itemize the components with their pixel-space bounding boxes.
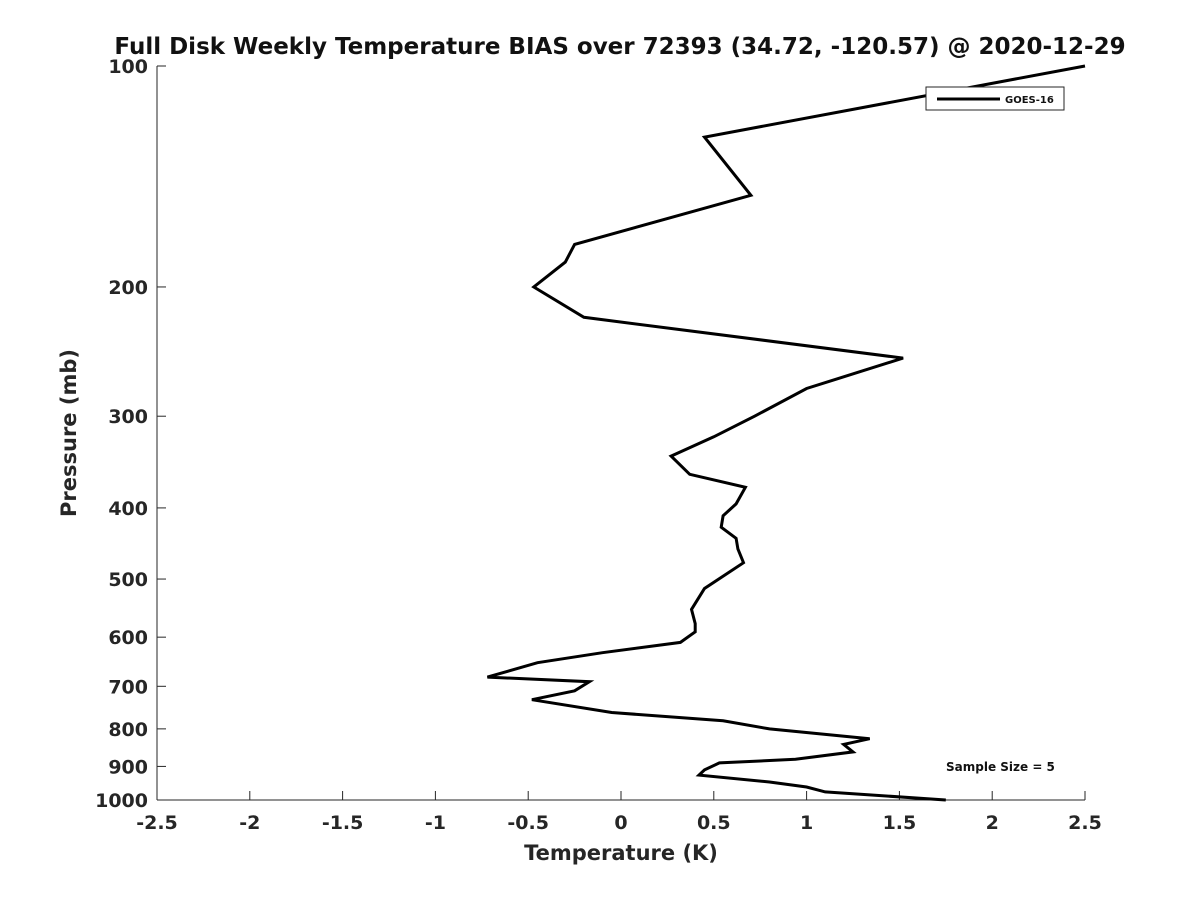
x-tick-label: 2.5 bbox=[1068, 812, 1102, 834]
x-tick-label: -0.5 bbox=[507, 812, 549, 834]
x-tick-label: 1 bbox=[800, 812, 813, 834]
legend: GOES-16 bbox=[925, 86, 1065, 111]
x-ticks: -2.5 -2 -1.5 -1 -0.5 0 0.5 1 1.5 2 2.5 bbox=[136, 791, 1102, 834]
y-axis-label: Pressure (mb) bbox=[57, 349, 81, 517]
series-layer bbox=[486, 64, 1086, 802]
x-tick-label: 1.5 bbox=[883, 812, 917, 834]
legend-label-goes-16: GOES-16 bbox=[1005, 95, 1054, 106]
sample-size-annotation: Sample Size = 5 bbox=[946, 760, 1055, 774]
y-tick-label: 700 bbox=[108, 676, 148, 698]
x-axis-label: Temperature (K) bbox=[524, 841, 718, 865]
x-tick-label: -2.5 bbox=[136, 812, 178, 834]
x-tick-label: 2 bbox=[986, 812, 999, 834]
y-tick-label: 1000 bbox=[95, 790, 148, 812]
x-tick-label: 0 bbox=[614, 812, 627, 834]
series-line-goes-16 bbox=[486, 64, 1086, 802]
x-tick-label: -1 bbox=[425, 812, 446, 834]
y-tick-label: 600 bbox=[108, 627, 148, 649]
y-tick-label: 100 bbox=[108, 56, 148, 78]
y-tick-label: 400 bbox=[108, 498, 148, 520]
y-tick-label: 800 bbox=[108, 719, 148, 741]
chart-title: Full Disk Weekly Temperature BIAS over 7… bbox=[114, 34, 1125, 60]
y-tick-label: 300 bbox=[108, 406, 148, 428]
y-ticks: 100 200 300 400 500 600 700 800 900 1000 bbox=[95, 56, 166, 812]
y-tick-label: 900 bbox=[108, 756, 148, 778]
x-tick-label: -2 bbox=[239, 812, 260, 834]
x-tick-label: 0.5 bbox=[697, 812, 731, 834]
y-tick-label: 500 bbox=[108, 569, 148, 591]
x-tick-label: -1.5 bbox=[322, 812, 364, 834]
y-tick-label: 200 bbox=[108, 277, 148, 299]
